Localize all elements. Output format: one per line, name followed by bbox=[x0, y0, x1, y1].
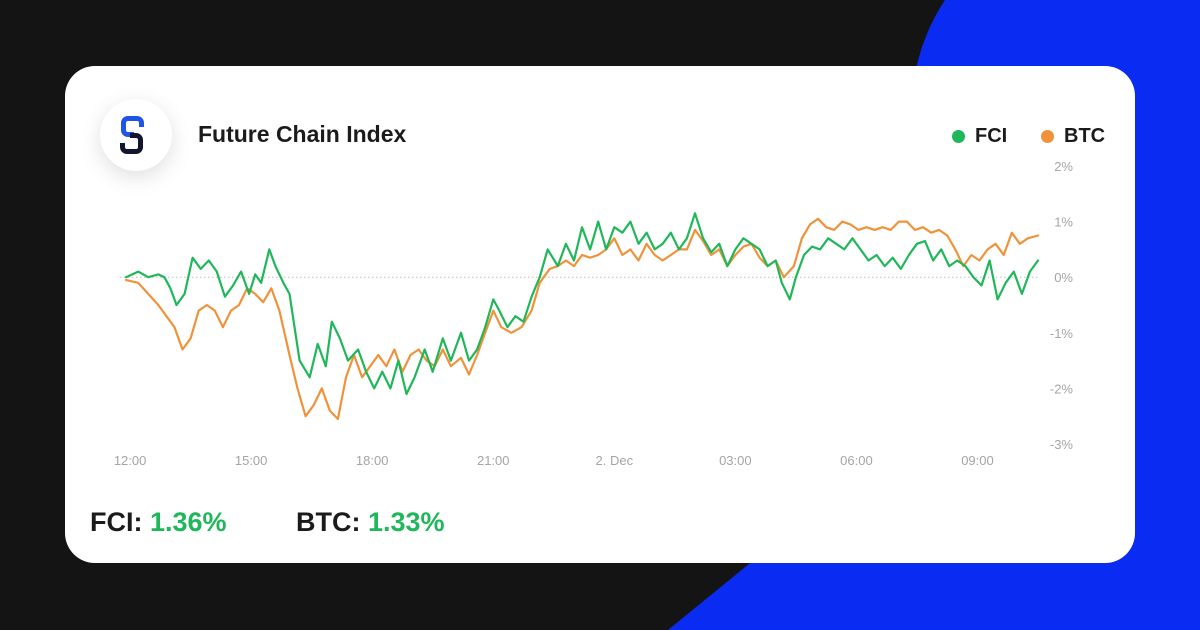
logo-badge bbox=[100, 99, 172, 171]
summary-fci-label: FCI: bbox=[90, 507, 143, 537]
legend-item-fci: FCI bbox=[952, 125, 1007, 148]
y-tick-label: -2% bbox=[1050, 381, 1074, 396]
y-tick-label: 2% bbox=[1054, 159, 1073, 174]
x-tick-label: 18:00 bbox=[356, 453, 389, 468]
x-tick-label: 2. Dec bbox=[596, 453, 634, 468]
series-line-btc bbox=[125, 217, 1040, 421]
x-tick-label: 03:00 bbox=[719, 453, 752, 468]
x-tick-label: 06:00 bbox=[840, 453, 873, 468]
legend-label: BTC bbox=[1064, 125, 1106, 147]
index-card: Future Chain Index 2% 1% 0% -1% -2% -3% 12:00 1… bbox=[65, 66, 1135, 563]
series-line-fci bbox=[125, 212, 1040, 396]
y-tick-label: 0% bbox=[1054, 270, 1073, 285]
page-title: Future Chain Index bbox=[198, 121, 407, 147]
x-tick-label: 09:00 bbox=[961, 453, 994, 468]
chain-link-icon bbox=[120, 116, 144, 154]
index-chart: 2% 1% 0% -1% -2% -3% 12:00 15:00 18:00 21:00 2. De… bbox=[114, 159, 1074, 468]
x-tick-label: 21:00 bbox=[477, 453, 510, 468]
legend-item-btc: BTC bbox=[1041, 125, 1105, 148]
summary-btc-value: 1.33% bbox=[368, 507, 445, 537]
y-tick-label: -3% bbox=[1050, 437, 1074, 452]
x-tick-label: 12:00 bbox=[114, 453, 147, 468]
summary-fci-value: 1.36% bbox=[150, 507, 227, 537]
summary-btc-label: BTC: bbox=[296, 507, 361, 537]
summary-fci: FCI: 1.36% bbox=[90, 507, 227, 538]
legend-label: FCI bbox=[975, 125, 1008, 147]
legend-dot bbox=[1041, 130, 1054, 143]
legend-dot bbox=[952, 130, 965, 143]
x-tick-label: 15:00 bbox=[235, 453, 268, 468]
y-tick-label: -1% bbox=[1050, 326, 1074, 341]
y-tick-label: 1% bbox=[1054, 215, 1073, 230]
summary-btc: BTC: 1.33% bbox=[296, 507, 445, 538]
